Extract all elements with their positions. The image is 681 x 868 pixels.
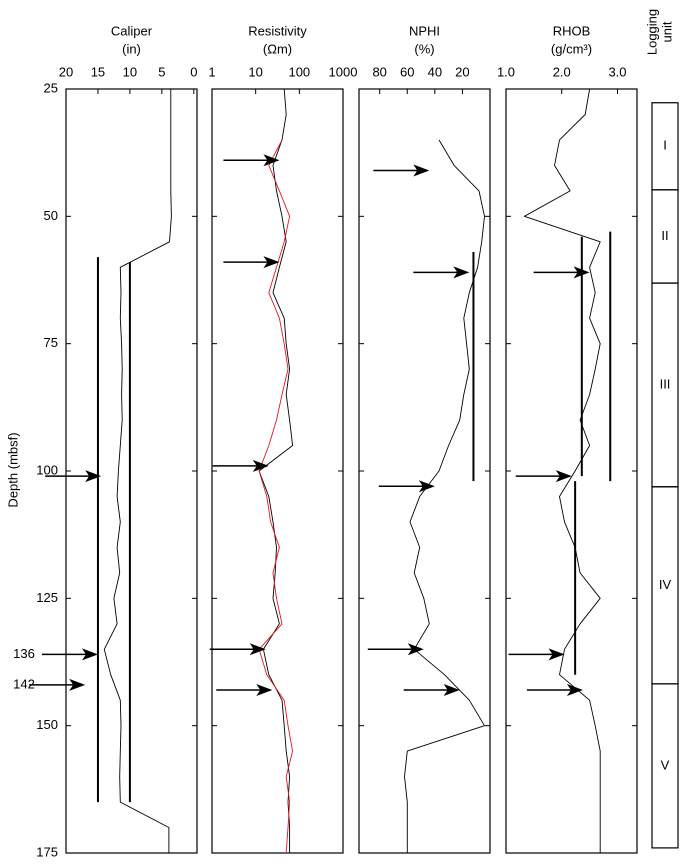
x-tick-label: 20 [59, 64, 73, 79]
depth-tick-label: 125 [36, 590, 58, 605]
depth-tick-label: 75 [44, 335, 58, 350]
x-tick-label: 10 [123, 64, 137, 79]
arrow-head [566, 684, 583, 697]
arrow-head [85, 470, 102, 483]
panel-title: NPHI [409, 23, 440, 38]
x-tick-label: 1 [208, 64, 215, 79]
unit-box [651, 683, 679, 849]
depth-tick-label: 25 [44, 80, 58, 95]
unit-label: I [663, 138, 667, 153]
depth-tick-label: 50 [44, 208, 58, 223]
x-tick-label: 80 [372, 64, 386, 79]
unit-label: V [661, 757, 670, 772]
arrow-head [555, 470, 572, 483]
unit-label: IV [659, 577, 672, 592]
depth-annotation: 142 [13, 676, 35, 691]
arrow-head [256, 684, 273, 697]
panel-frame [211, 88, 344, 854]
x-tick-label: 20 [455, 64, 469, 79]
x-tick-label: 1.0 [497, 64, 515, 79]
panel-title: Resistivity [248, 23, 307, 38]
x-tick-label: 2.0 [553, 64, 571, 79]
panel-unit: (g/cm³) [551, 41, 592, 56]
arrow-head [548, 648, 565, 661]
panel-unit: (%) [414, 41, 434, 56]
log-curve [523, 88, 601, 853]
panel-frame [65, 88, 198, 854]
arrow-head [418, 480, 435, 493]
x-tick-label: 0 [190, 64, 197, 79]
x-tick-label: 100 [288, 64, 310, 79]
panel-title: Caliper [111, 23, 153, 38]
arrow-head [453, 266, 470, 279]
arrow-head [69, 678, 86, 691]
x-tick-label: 1000 [329, 64, 358, 79]
units-title: Logging [644, 9, 659, 55]
log-curve [258, 88, 294, 853]
log-curve [103, 89, 172, 853]
log-curve [404, 139, 485, 853]
log-curve [258, 139, 294, 854]
unit-label: II [661, 228, 668, 243]
arrow-head [407, 643, 424, 656]
unit-label: III [660, 376, 671, 391]
arrow-head [252, 459, 269, 472]
arrow-head [263, 154, 280, 167]
panel-frame [358, 88, 491, 854]
x-tick-label: 10 [248, 64, 262, 79]
x-tick-label: 60 [400, 64, 414, 79]
arrow-head [573, 266, 590, 279]
depth-axis-label: Depth (mbsf) [5, 432, 20, 507]
x-tick-label: 3.0 [608, 64, 626, 79]
x-tick-label: 15 [91, 64, 105, 79]
arrow-head [263, 256, 280, 269]
x-tick-label: 5 [158, 64, 165, 79]
panel-title: RHOB [553, 23, 591, 38]
arrow-head [81, 648, 98, 661]
panel-unit: (Ωm) [263, 41, 292, 56]
arrow-head [443, 684, 460, 697]
units-title: unit [659, 21, 674, 42]
depth-tick-label: 175 [36, 844, 58, 859]
depth-tick-label: 150 [36, 717, 58, 732]
panel-unit: (in) [122, 41, 141, 56]
depth-annotation: 136 [13, 646, 35, 661]
depth-tick-label: 100 [36, 462, 58, 477]
arrow-head [413, 164, 430, 177]
panel-frame [505, 88, 638, 854]
arrow-head [249, 643, 266, 656]
x-tick-label: 40 [428, 64, 442, 79]
